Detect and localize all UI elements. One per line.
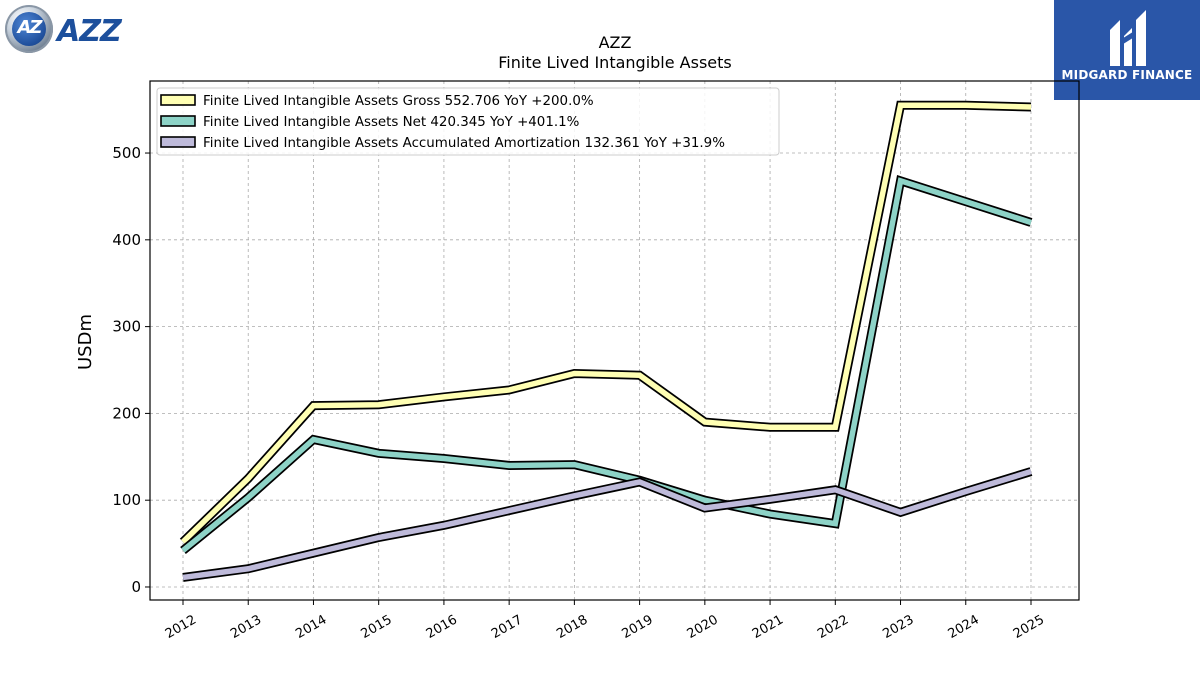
azz-logo-word: AZZ — [57, 14, 122, 49]
legend-label: Finite Lived Intangible Assets Accumulat… — [203, 136, 725, 151]
y-tick-label: 0 — [131, 578, 141, 596]
chart-subtitle: Finite Lived Intangible Assets — [498, 53, 731, 72]
legend-label: Finite Lived Intangible Assets Net 420.3… — [203, 115, 579, 130]
legend-box — [156, 87, 780, 156]
x-tick-label: 2023 — [880, 612, 916, 642]
x-tick-label: 2017 — [489, 612, 525, 642]
midgard-logo-icon — [1110, 10, 1146, 66]
grid — [150, 81, 1079, 600]
x-tick-label: 2021 — [750, 612, 786, 642]
y-tick-label: 300 — [112, 318, 141, 336]
chart-title: AZZ — [599, 33, 632, 52]
y-tick-label: 100 — [112, 491, 141, 509]
x-tick-label: 2012 — [163, 612, 199, 642]
x-axis: 2012 2013 2014 2015 2016 2017 2018 2019 2020 2021… — [163, 600, 1047, 642]
series-line-outline — [180, 174, 1033, 555]
midgard-logo-word: MIDGARD FINANCE — [1061, 68, 1193, 82]
plot-frame — [149, 80, 1080, 601]
x-tick-label: 2015 — [359, 612, 395, 642]
legend-item: Finite Lived Intangible Assets Net 420.3… — [160, 115, 579, 130]
legend-swatch — [160, 136, 196, 148]
x-tick-label: 2013 — [228, 612, 264, 642]
series-layer — [179, 100, 1033, 582]
y-axis: 0 100 200 300 400 500 — [112, 144, 150, 596]
legend-swatch — [160, 94, 196, 106]
midgard-finance-logo: MIDGARD FINANCE — [1054, 0, 1200, 100]
x-tick-label: 2018 — [554, 612, 590, 642]
series-3 — [182, 467, 1033, 582]
y-tick-label: 400 — [112, 231, 141, 249]
x-tick-label: 2014 — [293, 612, 329, 642]
y-tick-label: 500 — [112, 144, 141, 162]
series-line — [181, 102, 1032, 544]
legend-item: Finite Lived Intangible Assets Gross 552… — [160, 94, 594, 109]
azz-logo: AZ AZZ — [5, 5, 140, 55]
legend-swatch — [160, 115, 196, 127]
series-1 — [179, 100, 1032, 546]
x-tick-label: 2016 — [424, 612, 460, 642]
x-tick-label: 2019 — [619, 612, 655, 642]
series-line — [182, 468, 1032, 581]
y-axis-label: USDm — [75, 314, 96, 370]
x-tick-label: 2024 — [946, 612, 982, 642]
legend-label: Finite Lived Intangible Assets Gross 552… — [203, 94, 594, 109]
x-tick-label: 2022 — [815, 612, 851, 642]
azz-logo-icon: AZ — [5, 5, 53, 53]
legend-item: Finite Lived Intangible Assets Accumulat… — [160, 136, 725, 151]
series-line — [181, 177, 1032, 553]
y-tick-label: 200 — [112, 404, 141, 422]
x-tick-label: 2025 — [1011, 612, 1047, 642]
legend: Finite Lived Intangible Assets Gross 552… — [156, 87, 780, 156]
series-2 — [180, 174, 1033, 555]
azz-logo-disc-text: AZ — [17, 17, 43, 38]
x-tick-label: 2020 — [685, 612, 721, 642]
